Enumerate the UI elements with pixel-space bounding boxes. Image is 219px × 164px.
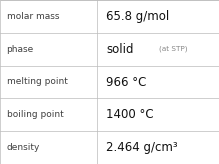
Text: phase: phase <box>7 45 34 54</box>
Text: 1400 °C: 1400 °C <box>106 108 154 121</box>
Text: 65.8 g/mol: 65.8 g/mol <box>106 10 170 23</box>
Text: (at STP): (at STP) <box>159 46 187 52</box>
Text: 2.464 g/cm³: 2.464 g/cm³ <box>106 141 178 154</box>
Text: molar mass: molar mass <box>7 12 59 21</box>
Text: melting point: melting point <box>7 78 67 86</box>
Text: density: density <box>7 143 40 152</box>
Text: solid: solid <box>106 43 134 56</box>
Text: 966 °C: 966 °C <box>106 75 147 89</box>
Text: boiling point: boiling point <box>7 110 63 119</box>
